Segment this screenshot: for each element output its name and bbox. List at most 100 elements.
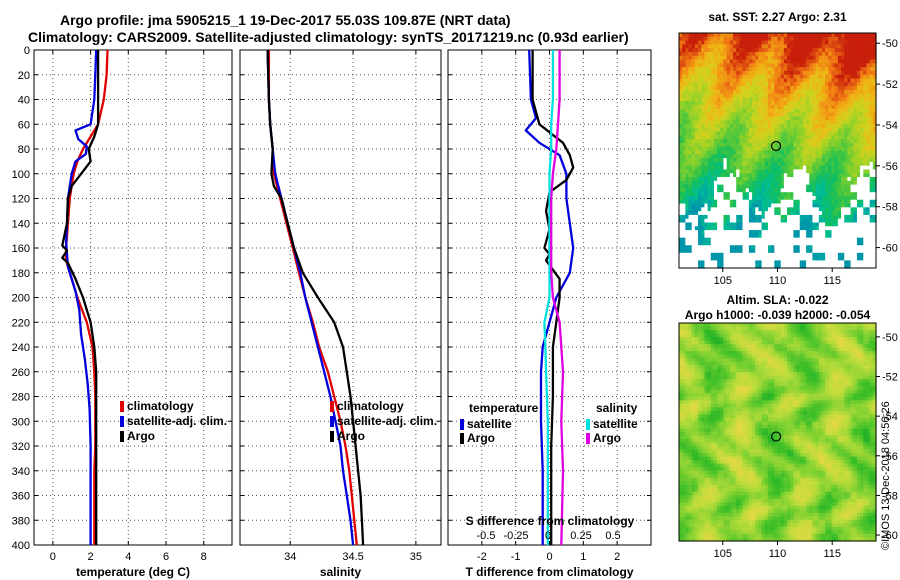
legend-label: satellite xyxy=(593,417,638,431)
header-line1: Argo profile: jma 5905215_1 19-Dec-2017 … xyxy=(60,12,511,28)
map-x-tick-label: 115 xyxy=(823,548,841,560)
map-cells xyxy=(679,323,877,542)
x-axis-label: T difference from climatology xyxy=(465,565,633,579)
series-satellite-adj-clim- xyxy=(64,49,98,545)
map-x-tick-label: 115 xyxy=(823,275,841,287)
series-temperature-argo xyxy=(531,50,575,545)
legend-label: Argo xyxy=(467,431,495,445)
top-tick-label: -0.5 xyxy=(477,530,496,542)
map-y-tick-label: -58 xyxy=(882,202,898,214)
header-line2: Climatology: CARS2009. Satellite-adjuste… xyxy=(28,29,629,45)
x-tick-label: 2 xyxy=(614,551,620,563)
series-temperature-satellite xyxy=(524,49,575,545)
legend-swatch xyxy=(460,419,464,430)
map-y-tick-label: -60 xyxy=(882,530,898,542)
top-tick-label: 0.25 xyxy=(570,530,591,542)
legend-title-temperature: temperature xyxy=(469,401,539,415)
y-tick-label: 400 xyxy=(12,540,30,552)
x-tick-label: 2 xyxy=(88,551,94,563)
y-tick-label: 200 xyxy=(12,293,30,305)
x-axis-label: temperature (deg C) xyxy=(76,565,190,579)
credit-text: ©IMOS 13-Dec-2018 04:56:26 xyxy=(880,401,892,550)
y-tick-label: 40 xyxy=(18,95,30,107)
y-tick-label: 20 xyxy=(18,70,30,82)
legend-label: satellite-adj. clim. xyxy=(127,414,227,428)
legend-label: satellite-adj. clim. xyxy=(337,414,437,428)
map-title: sat. SST: 2.27 Argo: 2.31 xyxy=(708,10,847,24)
map-y-tick-label: -58 xyxy=(882,490,898,502)
map-y-tick-label: -52 xyxy=(882,79,898,91)
legend-swatch xyxy=(330,431,334,442)
panel-sla_map: 105 110 115 -50 -52 -54 -56 -58 -60 Altim. SLA: -… xyxy=(678,293,898,560)
top-tick-label: 0.5 xyxy=(605,530,620,542)
y-tick-label: 380 xyxy=(12,515,30,527)
legend-swatch xyxy=(330,401,334,412)
y-tick-label: 240 xyxy=(12,342,30,354)
legend-label: Argo xyxy=(593,431,621,445)
series-argo xyxy=(266,49,365,546)
map-y-tick-label: -50 xyxy=(882,332,898,344)
y-tick-label: 100 xyxy=(12,169,30,181)
y-tick-label: 300 xyxy=(12,416,30,428)
argo-position-marker xyxy=(770,140,782,152)
legend-swatch xyxy=(586,433,590,444)
map-x-tick-label: 110 xyxy=(769,275,787,287)
y-tick-label: 140 xyxy=(12,218,30,230)
panel-sst_map: 105 110 115 -50 -52 -54 -56 -58 -60 sat. SST: 2.2… xyxy=(678,10,898,287)
series-salinity-argo xyxy=(550,50,565,546)
map-subtitle: Argo h1000: -0.039 h2000: -0.054 xyxy=(685,308,871,322)
y-tick-label: 220 xyxy=(12,317,30,329)
x-tick-label: 8 xyxy=(201,551,207,563)
map-y-tick-label: -56 xyxy=(882,451,898,463)
y-tick-label: 260 xyxy=(12,367,30,379)
x-tick-label: -1 xyxy=(511,551,521,563)
y-tick-label: 60 xyxy=(18,119,30,131)
top-tick-label: -0.25 xyxy=(503,530,528,542)
y-tick-label: 320 xyxy=(12,441,30,453)
y-tick-label: 80 xyxy=(18,144,30,156)
map-y-tick-label: -54 xyxy=(882,411,898,423)
y-tick-label: 180 xyxy=(12,268,30,280)
x-tick-label: 0 xyxy=(546,551,552,563)
legend-label: satellite xyxy=(467,417,512,431)
x-tick-label: 6 xyxy=(163,551,169,563)
argo-position-marker xyxy=(770,431,782,442)
map-x-tick-label: 110 xyxy=(769,548,787,560)
legend-swatch xyxy=(586,419,590,430)
y-tick-label: 120 xyxy=(12,194,30,206)
panel-differences: -2 -1 0 1 2 T difference from climatology temp… xyxy=(447,49,652,579)
legend-swatch xyxy=(460,433,464,444)
legend-label: Argo xyxy=(127,429,155,443)
top-axis-label: S difference from climatology xyxy=(466,514,635,528)
series-argo xyxy=(61,50,100,545)
legend-swatch xyxy=(330,416,334,427)
x-tick-label: 1 xyxy=(580,551,586,563)
y-tick-label: 360 xyxy=(12,491,30,503)
y-tick-label: 0 xyxy=(24,45,30,57)
map-x-tick-label: 105 xyxy=(714,275,732,287)
legend-label: climatology xyxy=(337,399,404,413)
x-tick-label: -2 xyxy=(477,551,487,563)
legend-label: Argo xyxy=(337,429,365,443)
map-y-tick-label: -50 xyxy=(882,38,898,50)
legend-swatch xyxy=(120,401,124,412)
x-tick-label: 34 xyxy=(284,551,296,563)
legend-swatch xyxy=(120,431,124,442)
map-y-tick-label: -54 xyxy=(882,120,898,132)
x-axis-label: salinity xyxy=(320,565,362,579)
series-salinity-satellite xyxy=(543,50,555,545)
map-y-tick-label: -60 xyxy=(882,243,898,255)
x-tick-label: 0 xyxy=(50,551,56,563)
map-y-tick-label: -56 xyxy=(882,161,898,173)
x-tick-label: 4 xyxy=(125,551,131,563)
map-cells xyxy=(679,33,877,269)
map-title: Altim. SLA: -0.022 xyxy=(726,293,828,307)
top-tick-label: 0 xyxy=(545,530,551,542)
map-x-tick-label: 105 xyxy=(714,548,732,560)
panel-temperature: 0204060801001201401601802002202402602803… xyxy=(12,45,233,579)
panel-salinity: 34 34.5 35 salinity climatologysatellite-adj… xyxy=(239,49,442,579)
legend-label: climatology xyxy=(127,399,194,413)
y-tick-label: 280 xyxy=(12,392,30,404)
y-tick-label: 160 xyxy=(12,243,30,255)
map-y-tick-label: -52 xyxy=(882,372,898,384)
